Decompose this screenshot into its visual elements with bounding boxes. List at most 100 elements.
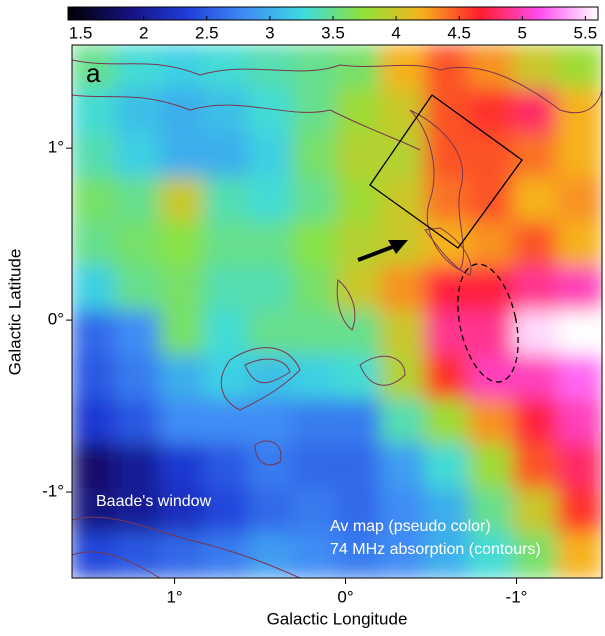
heatmap-cell <box>513 444 559 490</box>
heatmap-cell <box>336 44 382 90</box>
heatmap-cell <box>380 444 426 490</box>
heatmap-cell <box>159 311 205 357</box>
heatmap-cell <box>204 133 250 179</box>
y-tick-label: 0° <box>48 310 64 329</box>
y-tick-label: 1° <box>48 138 64 157</box>
heatmap-cell <box>248 44 294 90</box>
x-tick-label: 0° <box>337 587 353 606</box>
annotation: Baade's window <box>96 493 212 510</box>
heatmap-cell <box>71 266 117 312</box>
heatmap-cell <box>557 399 603 445</box>
heatmap-cell <box>115 177 161 223</box>
heatmap-cell <box>159 533 205 579</box>
heatmap-cell <box>513 488 559 534</box>
heatmap-cell <box>336 355 382 401</box>
heatmap-cell <box>204 444 250 490</box>
heatmap-cell <box>513 133 559 179</box>
heatmap-cell <box>71 133 117 179</box>
heatmap-cell <box>159 444 205 490</box>
heatmap-cell <box>159 266 205 312</box>
heatmap-cell <box>115 266 161 312</box>
heatmap-cell <box>380 177 426 223</box>
colorbar-tick-label: 2.5 <box>195 23 219 42</box>
heatmap-cell <box>557 488 603 534</box>
heatmap-cell <box>115 311 161 357</box>
x-tick-label: -1° <box>506 587 528 606</box>
heatmap-cell <box>159 355 205 401</box>
heatmap-cell <box>336 444 382 490</box>
heatmap-cell <box>380 266 426 312</box>
heatmap-cell <box>115 355 161 401</box>
heatmap-cell <box>513 177 559 223</box>
heatmap-cell <box>469 266 515 312</box>
chart: Galactic Longitude Galactic Latitude 1.5… <box>0 0 605 636</box>
heatmap-cell <box>292 222 338 268</box>
colorbar-tick-label: 4.5 <box>447 23 471 42</box>
heatmap-cell <box>71 444 117 490</box>
heatmap-cell <box>115 88 161 134</box>
heatmap-cell <box>469 133 515 179</box>
colorbar-tick-label: 4 <box>391 23 400 42</box>
heatmap-cell <box>159 133 205 179</box>
heatmap-cell <box>380 311 426 357</box>
heatmap-cell <box>292 444 338 490</box>
heatmap-cell <box>292 133 338 179</box>
heatmap-cell <box>336 88 382 134</box>
heatmap-cell <box>71 399 117 445</box>
heatmap-cell <box>557 222 603 268</box>
heatmap-cell <box>513 88 559 134</box>
heatmap-cell <box>513 399 559 445</box>
heatmap-cell <box>115 399 161 445</box>
heatmap-cell <box>71 355 117 401</box>
heatmap-cell <box>424 399 470 445</box>
heatmap-cell <box>204 355 250 401</box>
colorbar-tick-label: 1.5 <box>69 23 93 42</box>
heatmap-cell <box>248 399 294 445</box>
heatmap-cell <box>424 444 470 490</box>
heatmap-cell <box>469 88 515 134</box>
heatmap-cell <box>204 88 250 134</box>
heatmap-cell <box>248 444 294 490</box>
heatmap-cell <box>557 311 603 357</box>
heatmap-cell <box>204 177 250 223</box>
heatmap-cell <box>204 44 250 90</box>
heatmap-cell <box>71 177 117 223</box>
heatmap-cell <box>292 399 338 445</box>
heatmap-cell <box>115 533 161 579</box>
heatmap-cell <box>115 444 161 490</box>
heatmap-cell <box>292 266 338 312</box>
heatmap-cell <box>248 88 294 134</box>
heatmap-cell <box>557 533 603 579</box>
heatmap-cell <box>336 399 382 445</box>
heatmap-cell <box>71 533 117 579</box>
panel-label: a <box>86 58 101 88</box>
heatmap-cell <box>248 488 294 534</box>
heatmap-cell <box>115 44 161 90</box>
heatmap-cell <box>469 222 515 268</box>
heatmap-cell <box>159 399 205 445</box>
heatmap-cell <box>336 133 382 179</box>
heatmap-cell <box>292 177 338 223</box>
annotation: Av map (pseudo color) <box>330 518 491 535</box>
heatmap-cell <box>159 44 205 90</box>
heatmap-cell <box>380 355 426 401</box>
heatmap-cell <box>380 44 426 90</box>
heatmap-cell <box>292 311 338 357</box>
heatmap-cell <box>204 222 250 268</box>
y-axis-title: Galactic Latitude <box>5 249 24 376</box>
x-axis-title: Galactic Longitude <box>267 609 408 628</box>
heatmap-cell <box>557 177 603 223</box>
heatmap-cell <box>513 355 559 401</box>
heatmap-cell <box>424 177 470 223</box>
heatmap-cell <box>380 399 426 445</box>
colorbar-tick-label: 3 <box>265 23 274 42</box>
heatmap-cell <box>292 44 338 90</box>
heatmap-cell <box>204 266 250 312</box>
heatmap-cell <box>557 44 603 90</box>
heatmap-cell <box>557 355 603 401</box>
heatmap-cell <box>248 177 294 223</box>
heatmap-cell <box>204 399 250 445</box>
heatmap-cell <box>424 266 470 312</box>
heatmap-cell <box>336 266 382 312</box>
heatmap-cell <box>557 444 603 490</box>
